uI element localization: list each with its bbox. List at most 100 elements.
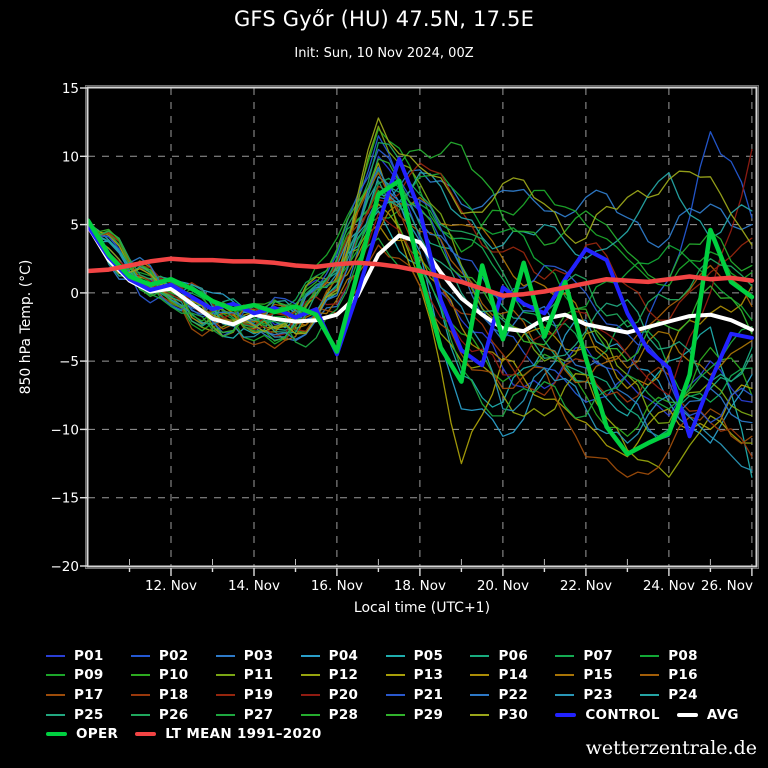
legend-swatch xyxy=(555,712,577,717)
legend-swatch xyxy=(555,674,575,677)
legend-swatch xyxy=(640,654,660,657)
legend-item-p23: P23 xyxy=(555,687,640,703)
axis-ticks xyxy=(80,87,753,576)
temperature-ensemble-plot: 12. Nov 14. Nov 16. Nov 18. Nov 20. Nov 22. N… xyxy=(18,81,759,616)
legend-item-p27: P27 xyxy=(215,707,301,723)
series-P24 xyxy=(87,172,753,327)
legend-item-p26: P26 xyxy=(130,707,216,723)
legend-swatch xyxy=(385,654,405,657)
x-axis-title: Local time (UTC+1) xyxy=(354,600,490,616)
legend-row: P09 P10 P11 P12 P13 P14 P15 P16 xyxy=(0,666,768,686)
legend-swatch xyxy=(135,732,157,737)
legend-swatch xyxy=(640,674,660,677)
legend-label: P28 xyxy=(328,706,359,723)
legend-swatch xyxy=(555,693,575,696)
legend-row: P01 P02 P03 P04 P05 P06 P07 P08 xyxy=(0,646,768,666)
legend-label: P14 xyxy=(498,667,529,684)
legend-label: P11 xyxy=(243,667,274,684)
legend-label: P13 xyxy=(413,667,444,684)
legend-swatch xyxy=(555,654,575,657)
series-P11 xyxy=(87,125,753,424)
legend-swatch xyxy=(300,654,320,657)
legend-swatch xyxy=(385,713,405,716)
x-tick-label: 16. Nov xyxy=(311,578,363,594)
legend-label: OPER xyxy=(76,726,119,743)
series-P14 xyxy=(87,223,753,390)
legend-label: P17 xyxy=(74,686,104,703)
legend-label: P15 xyxy=(583,667,613,684)
legend-item-p12: P12 xyxy=(300,667,386,683)
legend-label: P05 xyxy=(413,647,444,664)
legend-swatch xyxy=(215,693,235,696)
legend-item-p01: P01 xyxy=(46,648,131,664)
series-AVG xyxy=(87,223,754,335)
legend-label: P03 xyxy=(243,647,274,664)
legend-item-p20: P20 xyxy=(300,686,386,703)
legend-label: P22 xyxy=(498,686,529,703)
legend-label: P29 xyxy=(413,706,444,723)
legend-swatch xyxy=(300,713,320,716)
series-P09 xyxy=(87,128,753,345)
x-tick-label: 20. Nov xyxy=(477,578,529,594)
chart-subtitle: Init: Sun, 10 Nov 2024, 00Z xyxy=(294,46,474,61)
series-LT MEAN 1991–2020 xyxy=(87,256,755,298)
legend-swatch xyxy=(130,713,150,716)
y-tick-label: −5 xyxy=(59,354,79,370)
legend-swatch xyxy=(130,674,150,677)
legend-swatch xyxy=(385,674,405,677)
y-axis-title: 850 hPa Temp. (°C) xyxy=(18,260,34,395)
plot-frame xyxy=(85,85,759,569)
series-P07 xyxy=(87,177,753,403)
legend-label: P25 xyxy=(74,706,104,723)
y-tick-label: −10 xyxy=(51,422,80,438)
legend-swatch xyxy=(470,654,490,657)
legend-label: P21 xyxy=(413,686,444,703)
legend-label: P02 xyxy=(158,647,189,664)
legend-swatch xyxy=(470,713,490,716)
legend-swatch xyxy=(46,732,67,737)
legend-item-p19: P19 xyxy=(215,686,301,703)
legend-label: P08 xyxy=(668,647,698,664)
legend-swatch xyxy=(46,713,65,716)
legend: P01 P02 P03 P04 P05 P06 P07 P08 P09 P10 P11 P12 P13 P… xyxy=(0,646,768,744)
legend-row: P25 P26 P27 P28 P29 P30 CONTROL AVG xyxy=(0,705,768,725)
legend-item-p24: P24 xyxy=(640,687,725,703)
legend-row: OPER LT MEAN 1991–2020 xyxy=(0,724,768,744)
chart-title: GFS Győr (HU) 47.5N, 17.5E xyxy=(233,7,535,31)
legend-item-oper: OPER xyxy=(46,726,118,742)
legend-item-p14: P14 xyxy=(470,667,555,683)
legend-swatch xyxy=(215,674,235,677)
series-P25 xyxy=(87,180,753,383)
legend-item-p18: P18 xyxy=(130,686,216,703)
y-tick-label: −15 xyxy=(51,491,80,507)
legend-label: P18 xyxy=(158,686,189,703)
legend-label: P06 xyxy=(498,647,529,664)
legend-item-p02: P02 xyxy=(130,647,216,664)
x-tick-label: 18. Nov xyxy=(394,578,446,594)
legend-swatch xyxy=(676,712,698,717)
legend-item-p10: P10 xyxy=(130,667,216,683)
legend-swatch xyxy=(130,654,150,657)
legend-item-p09: P09 xyxy=(46,667,131,683)
legend-label: P20 xyxy=(328,686,359,703)
legend-item-p29: P29 xyxy=(385,706,471,723)
legend-item-p06: P06 xyxy=(470,648,555,664)
legend-item-p15: P15 xyxy=(555,667,640,683)
legend-item-p13: P13 xyxy=(385,667,471,684)
x-tick-label: 14. Nov xyxy=(228,578,280,594)
legend-swatch xyxy=(640,693,660,696)
legend-label: P07 xyxy=(583,647,613,664)
legend-label: P09 xyxy=(74,667,104,684)
frame-inner xyxy=(86,86,758,568)
legend-label: P19 xyxy=(243,686,274,703)
legend-swatch xyxy=(470,674,490,677)
legend-label: CONTROL xyxy=(585,706,660,723)
watermark: wetterzentrale.de xyxy=(585,737,757,759)
legend-label: AVG xyxy=(706,706,739,723)
legend-swatch xyxy=(215,713,235,716)
legend-item-avg: AVG xyxy=(676,706,739,723)
legend-item-lt-mean-1991-2020: LT MEAN 1991–2020 xyxy=(135,726,321,742)
legend-item-control: CONTROL xyxy=(555,706,660,723)
y-tick-label: 0 xyxy=(70,286,79,302)
